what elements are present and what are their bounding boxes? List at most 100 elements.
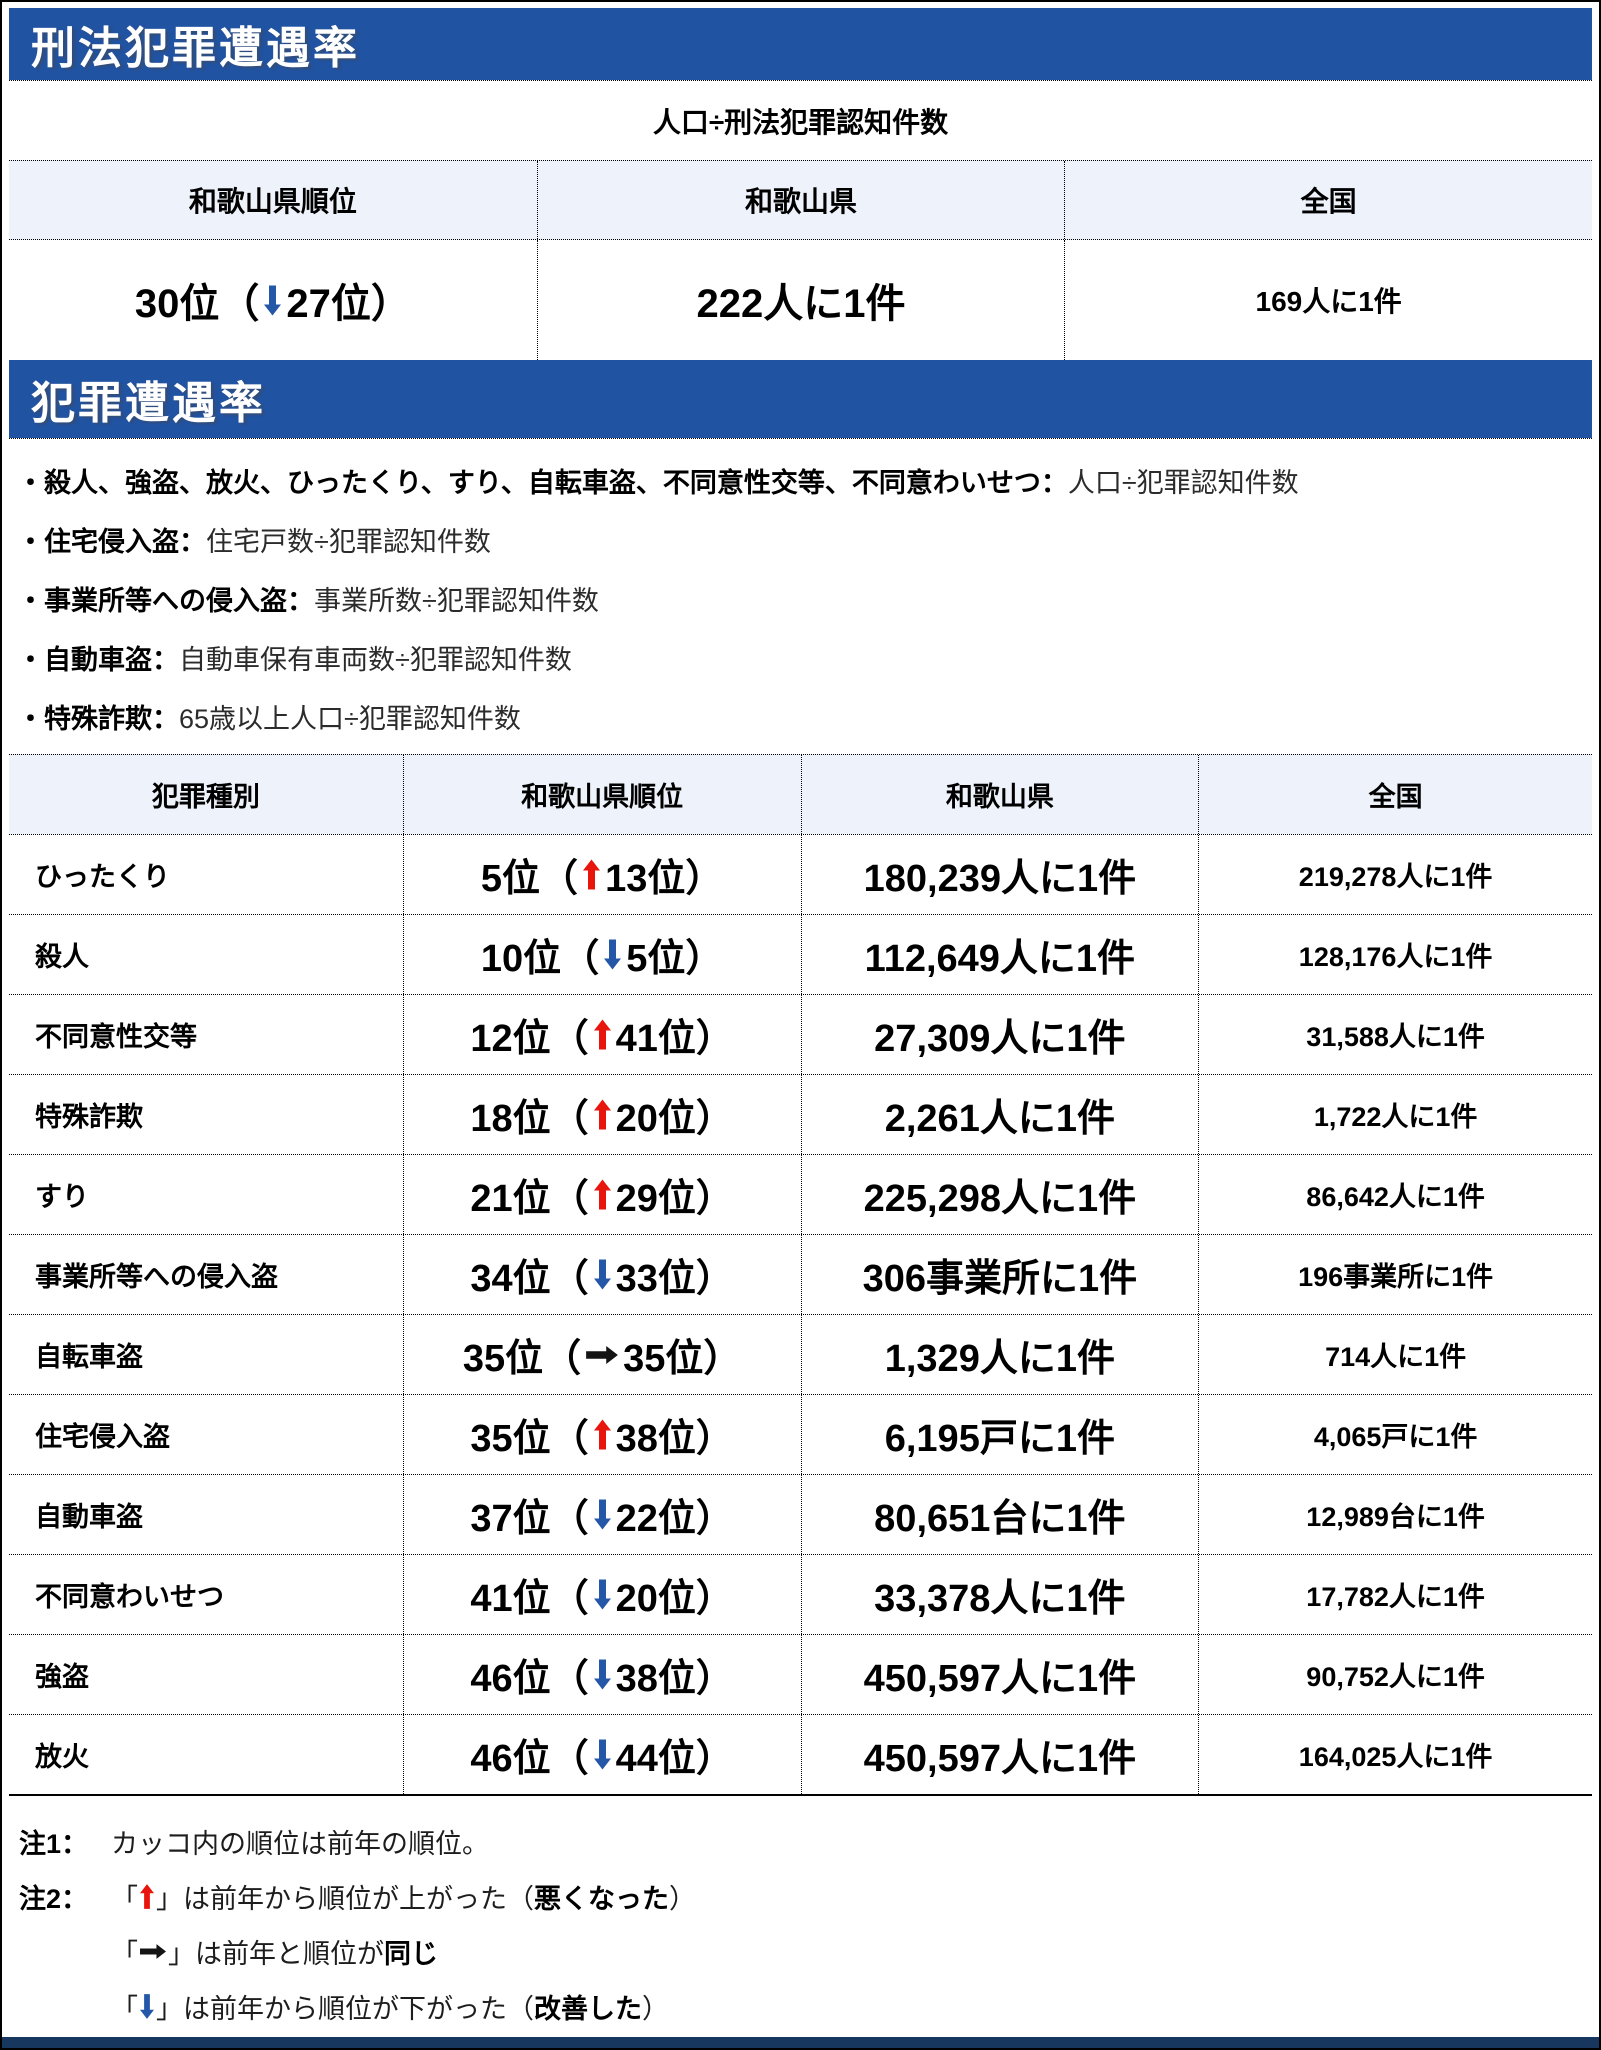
national-value-cell: 196事業所に1件 [1198, 1235, 1592, 1314]
footer-bar [2, 2037, 1599, 2048]
note2-label: 注2： [19, 1884, 89, 1914]
definition-formula: 人口÷犯罪認知件数 [1067, 468, 1299, 498]
summary-table: 人口÷刑法犯罪認知件数 和歌山県順位 和歌山県 全国 30位（ 27位） 222人… [9, 80, 1592, 360]
note1-label: 注1： [19, 1829, 89, 1859]
national-value-cell: 4,065戸に1件 [1198, 1395, 1592, 1474]
rank-previous: 38位 [615, 1658, 696, 1700]
rank-previous: 20位 [615, 1098, 696, 1140]
rank-current: 30位 [134, 282, 220, 326]
paren-open: （ [550, 1498, 589, 1540]
rank-previous: 13位 [605, 858, 686, 900]
table-row: 殺人 10位（ 5位） 112,649人に1件 128,176人に1件 [9, 914, 1592, 994]
wakayama-value-cell: 306事業所に1件 [800, 1235, 1199, 1314]
wakayama-value-cell: 450,597人に1件 [800, 1635, 1199, 1714]
rank-previous: 27位 [286, 282, 371, 326]
arrow-down-icon [593, 1499, 611, 1530]
note2-emphasis: 悪くなった [534, 1884, 669, 1914]
paren-open: （ [550, 1178, 589, 1220]
table-row: 住宅侵入盗 35位（ 38位） 6,195戸に1件 4,065戸に1件 [9, 1394, 1592, 1474]
rank-previous: 29位 [615, 1178, 696, 1220]
rank-previous: 22位 [615, 1498, 696, 1540]
definition-formula: 事業所数÷犯罪認知件数 [314, 586, 599, 616]
section2-title-band: 犯罪遭遇率 [9, 360, 1592, 438]
arrow-down-icon [593, 1259, 611, 1290]
wakayama-value-cell: 1,329人に1件 [800, 1315, 1199, 1394]
table-row: ひったくり 5位（ 13位） 180,239人に1件 219,278人に1件 [9, 834, 1592, 914]
paren-close: ） [695, 1258, 734, 1300]
definitions-list: ・殺人、強盗、放火、ひったくり、すり、自転車盗、不同意性交等、不同意わいせつ：人… [9, 438, 1592, 754]
paren-open: （ [543, 1338, 582, 1380]
paren-open: （ [550, 1418, 589, 1460]
wakayama-value-cell: 180,239人に1件 [800, 835, 1199, 914]
crime-type-cell: 自動車盗 [35, 1502, 143, 1532]
summary-header-rank: 和歌山県順位 [188, 186, 357, 217]
rank-cell: 46位（ 44位） [402, 1715, 801, 1794]
table-row: 強盗 46位（ 38位） 450,597人に1件 90,752人に1件 [9, 1634, 1592, 1714]
rank-current: 10位 [480, 938, 562, 980]
arrow-up-icon [593, 1019, 611, 1050]
rank-current: 12位 [470, 1018, 551, 1060]
paren-close: ） [703, 1338, 742, 1380]
rank-current: 35位 [462, 1338, 544, 1380]
summary-national-value: 169人に1件 [1064, 240, 1592, 360]
paren-close: ） [685, 938, 724, 980]
paren-open: （ [550, 1098, 589, 1140]
rank-previous: 38位 [615, 1418, 696, 1460]
rank-previous: 44位 [615, 1738, 696, 1780]
crime-type-cell: 特殊詐欺 [35, 1102, 143, 1132]
table-row: 自転車盗 35位（35位） 1,329人に1件 714人に1件 [9, 1314, 1592, 1394]
crime-header-national: 全国 [1198, 755, 1592, 834]
definition-item: ・事業所等への侵入盗： 事業所数÷犯罪認知件数 [17, 569, 1592, 628]
paren-close: ） [695, 1418, 734, 1460]
rank-current: 21位 [470, 1178, 551, 1220]
paren-close: ） [695, 1018, 734, 1060]
wakayama-value-cell: 6,195戸に1件 [800, 1395, 1199, 1474]
definition-label: ・事業所等への侵入盗： [17, 586, 314, 616]
note2-tail: ） [642, 1994, 669, 2024]
rank-previous: 33位 [615, 1258, 696, 1300]
rank-cell: 46位（ 38位） [402, 1635, 801, 1714]
paren-open: （ [550, 1018, 589, 1060]
paren-open: （ [550, 1658, 589, 1700]
note2-text: 」は前年と順位が [168, 1939, 384, 1969]
wakayama-value-cell: 80,651台に1件 [800, 1475, 1199, 1554]
paren-open: （ [540, 858, 579, 900]
rank-cell: 35位（ 38位） [402, 1395, 801, 1474]
arrow-up-icon [593, 1419, 611, 1450]
crime-type-cell: 殺人 [35, 942, 89, 972]
table-row: すり 21位（ 29位） 225,298人に1件 86,642人に1件 [9, 1154, 1592, 1234]
note2-text: 」は前年から順位が下がった（ [156, 1994, 534, 2024]
arrow-same-icon [140, 1944, 166, 1959]
crime-type-cell: すり [35, 1182, 89, 1212]
crime-type-cell: 不同意わいせつ [35, 1582, 224, 1612]
table-row: 放火 46位（ 44位） 450,597人に1件 164,025人に1件 [9, 1714, 1592, 1794]
section1-title-band: 刑法犯罪遭遇率 [9, 8, 1592, 80]
national-value-cell: 31,588人に1件 [1198, 995, 1592, 1074]
arrow-down-icon [593, 1659, 611, 1690]
summary-rank-value: 30位（ 27位） [9, 240, 537, 360]
crime-type-cell: ひったくり [35, 862, 170, 892]
definition-item: ・特殊詐欺： 65歳以上人口÷犯罪認知件数 [17, 687, 1592, 746]
rank-current: 35位 [470, 1418, 551, 1460]
crime-type-cell: 住宅侵入盗 [35, 1422, 170, 1452]
national-value-cell: 164,025人に1件 [1198, 1715, 1592, 1794]
rank-current: 41位 [470, 1578, 551, 1620]
national-value-cell: 12,989台に1件 [1198, 1475, 1592, 1554]
definition-formula: 住宅戸数÷犯罪認知件数 [206, 527, 491, 557]
definition-label: ・自動車盗： [17, 645, 179, 675]
crime-table: 犯罪種別 和歌山県順位 和歌山県 全国 ひったくり 5位（13位） 180,239人… [9, 754, 1592, 1796]
arrow-up-icon [593, 1099, 611, 1130]
rank-current: 34位 [470, 1258, 551, 1300]
note2-line: 注2： 「」は前年から順位が上がった（ 悪くなった） [19, 1869, 1592, 1924]
summary-table-data-row: 30位（ 27位） 222人に1件 169人に1件 [9, 240, 1592, 360]
arrow-down-icon [593, 1579, 611, 1610]
section1-title: 刑法犯罪遭遇率 [31, 24, 360, 73]
rank-cell: 34位（ 33位） [402, 1235, 801, 1314]
wakayama-value-cell: 2,261人に1件 [800, 1075, 1199, 1154]
paren-close: ） [695, 1738, 734, 1780]
crime-type-cell: 不同意性交等 [35, 1022, 197, 1052]
crime-header-wakayama: 和歌山県 [800, 755, 1199, 834]
rank-cell: 35位（35位） [402, 1315, 801, 1394]
arrow-up-icon [593, 1179, 611, 1210]
